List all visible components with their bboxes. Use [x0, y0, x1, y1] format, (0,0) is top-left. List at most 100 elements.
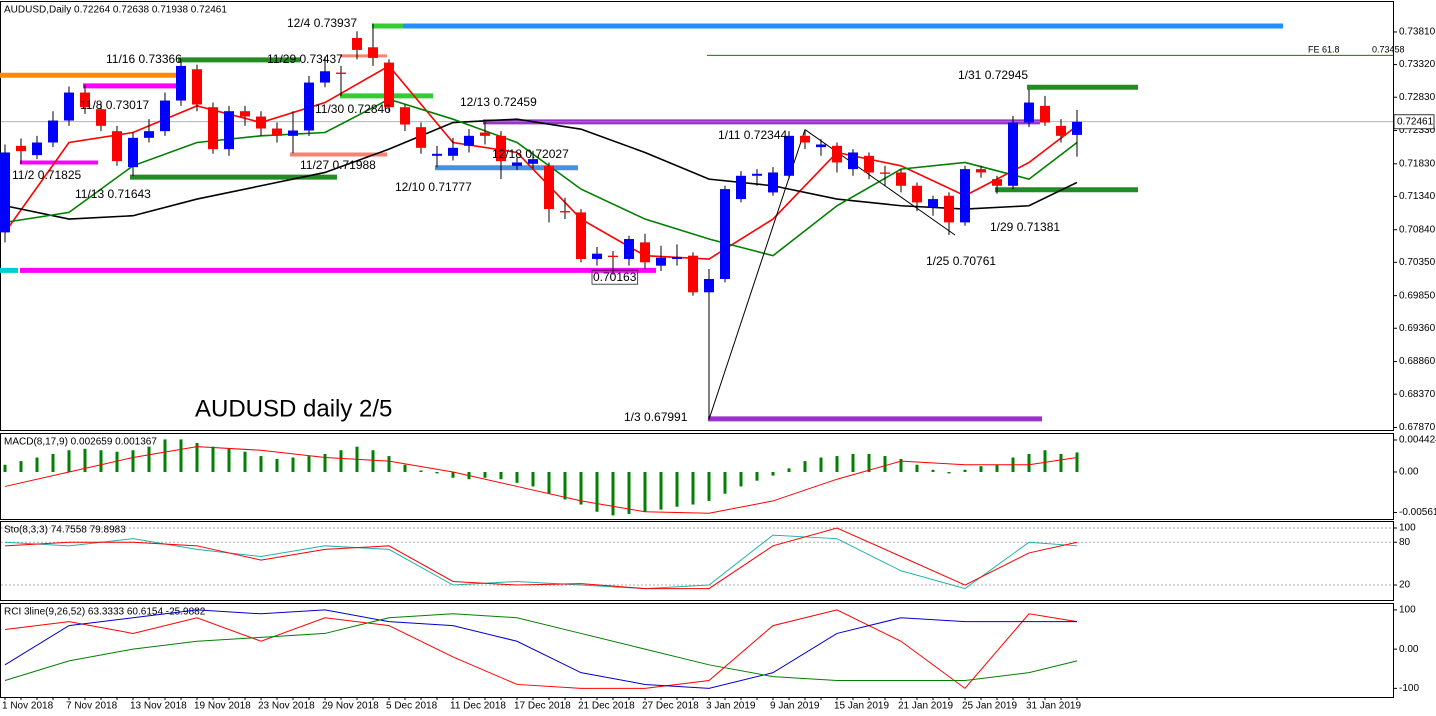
candle-body	[672, 257, 682, 260]
candle-body	[848, 152, 858, 170]
candle-body	[1056, 125, 1066, 136]
rci-panel	[0, 603, 1394, 698]
candle-body	[592, 253, 602, 260]
candle-body	[288, 130, 298, 136]
candle-body	[336, 72, 346, 74]
candle-body	[528, 159, 538, 164]
price-label: 0.72461	[1397, 116, 1434, 127]
candle-body	[976, 169, 986, 173]
histogram-bar	[723, 471, 727, 494]
candle-body	[624, 239, 634, 260]
histogram-bar	[883, 456, 887, 472]
annotation: 11/8 0.73017	[80, 98, 150, 112]
indicator-line	[4, 446, 1078, 514]
panel-title: AUDUSD,Daily 0.72264 0.72638 0.71938 0.7…	[4, 5, 227, 16]
candle-body	[80, 92, 90, 108]
y-tick-label: 0.67870	[1399, 422, 1436, 433]
x-tick-label: 21 Jan 2019	[898, 701, 953, 712]
histogram-bar	[451, 471, 455, 478]
macd-panel	[0, 433, 1394, 520]
indicator-line	[4, 613, 1078, 682]
price-label-box	[1393, 114, 1435, 130]
histogram-bar	[755, 471, 759, 481]
histogram-bar	[995, 464, 999, 472]
annotation: 0.70163	[593, 270, 637, 284]
histogram-bar	[3, 464, 7, 472]
histogram-bar	[35, 457, 39, 472]
histogram-bar	[243, 451, 247, 472]
y-tick-label: 0.68370	[1399, 389, 1436, 400]
candle-body	[768, 172, 778, 193]
histogram-bar	[947, 471, 951, 474]
x-tick-label: 9 Jan 2019	[770, 701, 820, 712]
histogram-bar	[99, 450, 103, 472]
histogram-bar	[307, 456, 311, 472]
histogram-bar	[627, 471, 631, 514]
histogram-bar	[963, 469, 967, 472]
candle-body	[784, 135, 794, 176]
candle-body	[576, 212, 586, 260]
y-tick-label: -0.005611	[1399, 507, 1436, 518]
annotation: 12/10 0.71777	[395, 180, 472, 194]
candle-body	[464, 135, 474, 146]
indicator-line	[4, 534, 1078, 590]
candle-body	[432, 153, 442, 156]
candle-body	[864, 155, 874, 173]
indicator-line	[4, 609, 1077, 689]
candle-body	[240, 111, 250, 117]
histogram-bar	[483, 471, 487, 478]
x-tick-label: 17 Dec 2018	[514, 701, 571, 712]
annotation: 12/13 0.72459	[460, 95, 537, 109]
annotation: 11/16 0.73366	[106, 52, 182, 66]
candle-body	[448, 147, 458, 156]
candle-body	[880, 172, 890, 174]
histogram-bar	[435, 471, 439, 474]
candle-body	[640, 242, 650, 263]
x-tick-label: 13 Nov 2018	[130, 701, 187, 712]
histogram-bar	[131, 450, 135, 472]
candle-body	[816, 144, 826, 148]
candle-body	[304, 82, 314, 131]
annotation: 11/30 0.72846	[315, 102, 391, 116]
x-tick-label: 1 Nov 2018	[2, 701, 54, 712]
histogram-bar	[1075, 452, 1079, 472]
histogram-bar	[323, 453, 327, 472]
histogram-bar	[563, 471, 567, 500]
candle-body	[992, 179, 1002, 186]
candle-body	[608, 255, 618, 258]
x-tick-label: 3 Jan 2019	[706, 701, 756, 712]
histogram-bar	[499, 471, 503, 480]
x-tick-label: 31 Jan 2019	[1026, 701, 1081, 712]
histogram-bar	[643, 471, 647, 512]
histogram-bar	[83, 448, 87, 472]
candle-body	[0, 152, 10, 233]
histogram-bar	[899, 458, 903, 472]
histogram-bar	[819, 457, 823, 472]
stochastic-panel	[0, 521, 1394, 601]
histogram-bar	[579, 471, 583, 505]
candle-body	[720, 189, 730, 279]
y-tick-label: 0.69360	[1399, 323, 1436, 334]
x-tick-label: 5 Dec 2018	[386, 701, 438, 712]
annotation: 11/27 0.71988	[300, 158, 376, 172]
trend-line	[804, 129, 956, 236]
histogram-bar	[227, 448, 231, 472]
candle-body	[416, 127, 426, 148]
histogram-bar	[787, 468, 791, 472]
candle-body	[128, 137, 138, 168]
y-tick-label: 0.004424	[1399, 435, 1436, 446]
histogram-bar	[595, 471, 599, 512]
annotation: 1/29 0.71381	[990, 220, 1060, 234]
candle-body	[176, 65, 186, 101]
y-tick-label: 0.00	[1399, 467, 1419, 478]
histogram-bar	[179, 439, 183, 472]
candle-body	[496, 135, 506, 162]
candle-body	[1072, 121, 1082, 135]
candle-body	[704, 278, 714, 293]
x-tick-label: 19 Nov 2018	[194, 701, 251, 712]
histogram-bar	[547, 471, 551, 494]
y-tick-label: 100	[1399, 605, 1416, 616]
histogram-bar	[403, 464, 407, 472]
candle-body	[384, 62, 394, 108]
candle-body	[560, 211, 570, 213]
